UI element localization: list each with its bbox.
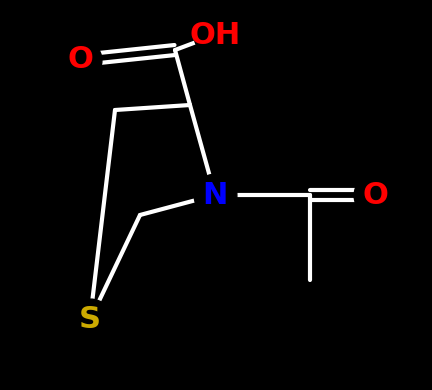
Text: S: S <box>79 305 101 335</box>
Text: N: N <box>202 181 228 209</box>
Text: O: O <box>362 181 388 209</box>
Text: O: O <box>67 46 93 74</box>
Text: OH: OH <box>189 21 241 50</box>
